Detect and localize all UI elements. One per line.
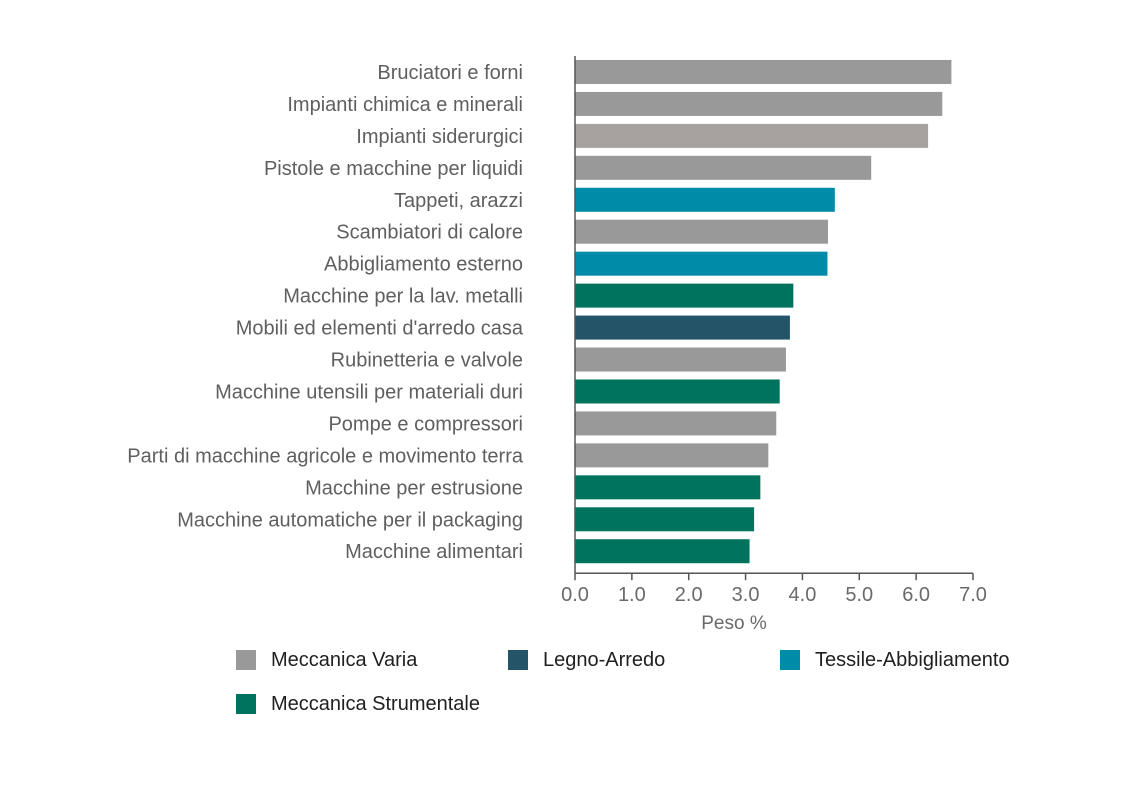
- legend-swatch-tessile-abbigliamento: [780, 650, 800, 670]
- bar-0: [575, 59, 952, 84]
- category-label: Macchine alimentari: [345, 541, 523, 563]
- bar-15: [575, 539, 750, 564]
- category-label: Macchine utensili per materiali duri: [215, 381, 523, 403]
- x-tick-label: 4.0: [789, 584, 817, 606]
- legend-item-meccanica-strumentale: Meccanica Strumentale: [236, 692, 508, 716]
- x-tick-label: 1.0: [618, 584, 646, 606]
- x-tick-label: 2.0: [675, 584, 703, 606]
- category-label: Scambiatori di calore: [336, 222, 523, 244]
- bar-10: [575, 379, 780, 404]
- category-label: Tappeti, arazzi: [394, 190, 523, 212]
- category-label: Macchine per la lav. metalli: [283, 286, 523, 308]
- category-label: Bruciatori e forni: [377, 62, 523, 84]
- legend-item-tessile-abbigliamento: Tessile-Abbigliamento: [780, 648, 1116, 672]
- legend-label: Meccanica Strumentale: [271, 692, 480, 715]
- x-axis-ticks: 0.0 1.0 2.0 3.0 4.0 5.0 6.0 7.0: [561, 573, 987, 606]
- legend-label: Tessile-Abbigliamento: [815, 648, 1010, 671]
- bar-11: [575, 411, 777, 436]
- bar-2: [575, 123, 929, 148]
- bar-12: [575, 443, 769, 468]
- bar-9: [575, 347, 786, 372]
- category-label: Abbigliamento esterno: [324, 254, 523, 276]
- legend: Meccanica Varia Legno-Arredo Tessile-Abb…: [236, 648, 1116, 716]
- x-tick-label: 0.0: [561, 584, 589, 606]
- bar-7: [575, 283, 794, 308]
- bar-6: [575, 251, 828, 276]
- legend-label: Meccanica Varia: [271, 648, 418, 671]
- legend-label: Legno-Arredo: [543, 648, 666, 671]
- bar-4: [575, 187, 835, 212]
- legend-swatch-meccanica-strumentale: [236, 694, 256, 714]
- bar-3: [575, 155, 872, 180]
- category-label: Impianti chimica e minerali: [287, 94, 523, 116]
- category-label: Pompe e compressori: [328, 413, 523, 435]
- category-label: Mobili ed elementi d'arredo casa: [236, 318, 524, 340]
- x-tick-label: 7.0: [959, 584, 987, 606]
- category-labels: Bruciatori e forni Impianti chimica e min…: [127, 62, 524, 563]
- bars-group: [575, 59, 952, 564]
- legend-swatch-legno-arredo: [508, 650, 528, 670]
- x-tick-label: 6.0: [902, 584, 930, 606]
- category-label: Parti di macchine agricole e movimento t…: [127, 445, 524, 467]
- bar-8: [575, 315, 790, 340]
- category-label: Macchine per estrusione: [305, 477, 523, 499]
- legend-item-meccanica-varia: Meccanica Varia: [236, 648, 508, 672]
- category-label: Rubinetteria e valvole: [331, 350, 523, 372]
- legend-swatch-meccanica-varia: [236, 650, 256, 670]
- bar-14: [575, 507, 755, 532]
- category-label: Pistole e macchine per liquidi: [264, 158, 523, 180]
- x-axis-title: Peso %: [701, 613, 767, 634]
- bar-5: [575, 219, 829, 244]
- category-label: Impianti siderurgici: [356, 126, 523, 148]
- x-tick-label: 3.0: [732, 584, 760, 606]
- bar-13: [575, 475, 761, 500]
- legend-item-legno-arredo: Legno-Arredo: [508, 648, 780, 672]
- x-tick-label: 5.0: [845, 584, 873, 606]
- bar-1: [575, 91, 943, 116]
- category-label: Macchine automatiche per il packaging: [177, 509, 523, 531]
